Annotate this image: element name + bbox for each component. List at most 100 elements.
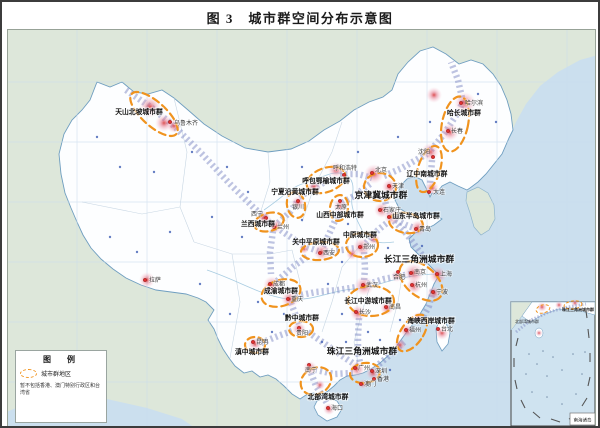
minor-city-dot xyxy=(340,260,344,264)
minor-city-dot xyxy=(210,215,214,219)
city-label: 南昌 xyxy=(389,303,401,311)
city-label: 广州 xyxy=(358,364,370,372)
cluster-ellipse xyxy=(439,95,471,153)
minor-city-layer xyxy=(95,92,498,372)
city-dot xyxy=(372,377,377,382)
minor-city-dot xyxy=(256,300,260,304)
map-frame xyxy=(7,29,596,426)
cluster-ellipse xyxy=(344,231,380,259)
korea-peninsula xyxy=(465,186,496,236)
city-label: 长沙 xyxy=(359,308,371,316)
minor-city-dot xyxy=(396,135,400,139)
heat-blob xyxy=(315,380,325,390)
cluster-ellipse xyxy=(253,211,285,233)
minor-city-dot xyxy=(152,170,156,174)
cluster-label: 哈长城市群 xyxy=(447,108,481,117)
cluster-ellipse xyxy=(285,191,307,219)
cluster-label: 宁夏沿黄城市群 xyxy=(271,187,319,196)
heat-blob xyxy=(350,305,366,321)
city-label: 郑州 xyxy=(363,243,375,251)
minor-city-dot xyxy=(198,282,202,286)
minor-city-dot xyxy=(494,120,498,124)
minor-city-dot xyxy=(428,120,432,124)
development-corridor xyxy=(259,327,294,347)
heat-blob xyxy=(313,243,331,261)
cluster-label: 北部湾城市群 xyxy=(308,392,349,401)
city-label: 香港 xyxy=(377,375,389,383)
cluster-ellipse xyxy=(328,193,350,223)
minor-city-dot xyxy=(118,165,122,169)
cluster-label: 长江中游城市群 xyxy=(344,296,392,305)
minor-city-dot xyxy=(300,165,304,169)
cluster-ellipse xyxy=(415,144,443,194)
city-label: 南宁 xyxy=(305,366,317,374)
development-corridor xyxy=(325,244,357,256)
cluster-ellipse xyxy=(260,278,302,308)
cluster-label: 呼包鄂榆城市群 xyxy=(302,176,350,185)
city-dot xyxy=(338,198,343,203)
cluster-label: 长江三角洲城市群 xyxy=(384,253,455,264)
city-label: 青岛 xyxy=(419,225,431,233)
development-corridor xyxy=(266,230,277,275)
city-dot xyxy=(436,327,441,332)
minor-city-dot xyxy=(404,260,408,264)
minor-city-dot xyxy=(135,250,139,254)
heat-blob xyxy=(139,96,161,118)
minor-city-dot xyxy=(388,368,392,372)
province-borders xyxy=(81,97,403,363)
minor-city-dot xyxy=(168,230,172,234)
legend-title: 图 例 xyxy=(43,355,79,364)
city-label: 海口 xyxy=(331,404,343,412)
cluster-label: 山东半岛城市群 xyxy=(392,211,440,220)
cluster-ellipse xyxy=(129,90,179,138)
cluster-label: 珠江三角洲城市群 xyxy=(327,345,398,356)
minor-city-dot xyxy=(346,222,350,226)
inset-beibu-label: 北部湾城市群 xyxy=(515,318,539,324)
city-label: 北京 xyxy=(375,166,387,174)
cluster-label: 关中平原城市群 xyxy=(292,237,340,246)
minor-city-dot xyxy=(108,235,112,239)
minor-city-dot xyxy=(270,330,274,334)
cluster-label: 辽中南城市群 xyxy=(407,169,448,178)
cluster-label-layer: 天山北坡城市群 哈长城市群辽中南城市群京津冀城市群呼包鄂榆城市群宁夏沿黄城市群山西… xyxy=(114,106,482,402)
city-dot xyxy=(414,226,419,231)
city-dot xyxy=(326,406,331,411)
development-corridor xyxy=(274,253,310,284)
city-label: 天津 xyxy=(392,183,404,190)
city-dot xyxy=(396,270,401,275)
development-corridor xyxy=(360,251,369,283)
heat-blob xyxy=(257,211,271,225)
minor-city-dot xyxy=(240,235,244,239)
minor-city-dot xyxy=(246,190,250,194)
city-dot xyxy=(353,366,358,371)
city-dot xyxy=(410,283,415,288)
inset-caption: 南海诸岛 xyxy=(574,417,592,424)
minor-city-dot xyxy=(398,318,402,322)
cluster-ellipse xyxy=(243,335,267,355)
minor-city-dot xyxy=(356,150,360,154)
inset-map: 珠江三角洲城市群 北部湾城市群 南海诸岛 xyxy=(510,299,595,426)
city-dot xyxy=(307,363,312,368)
cluster-label: 黔中城市群 xyxy=(285,313,319,322)
city-dot xyxy=(404,328,409,333)
city-dot xyxy=(409,271,414,276)
city-label: 贵阳 xyxy=(296,329,308,337)
city-dot xyxy=(286,297,291,302)
city-dot xyxy=(250,340,255,345)
heat-blob xyxy=(139,272,155,288)
city-label: 西安 xyxy=(323,249,335,257)
cluster-ellipse xyxy=(388,211,424,235)
city-dot xyxy=(358,244,363,249)
city-dot xyxy=(435,272,440,277)
heat-blob xyxy=(353,238,371,256)
city-dot xyxy=(268,282,273,287)
city-label: 西宁 xyxy=(251,210,263,218)
development-corridor xyxy=(295,283,358,300)
cluster-ellipse xyxy=(305,165,347,195)
city-label: 深圳 xyxy=(375,367,387,375)
cluster-ellipse xyxy=(362,171,398,203)
cluster-ellipse xyxy=(299,366,333,396)
city-dot xyxy=(459,100,464,105)
legend-item-label: 城市群地区 xyxy=(41,372,72,378)
